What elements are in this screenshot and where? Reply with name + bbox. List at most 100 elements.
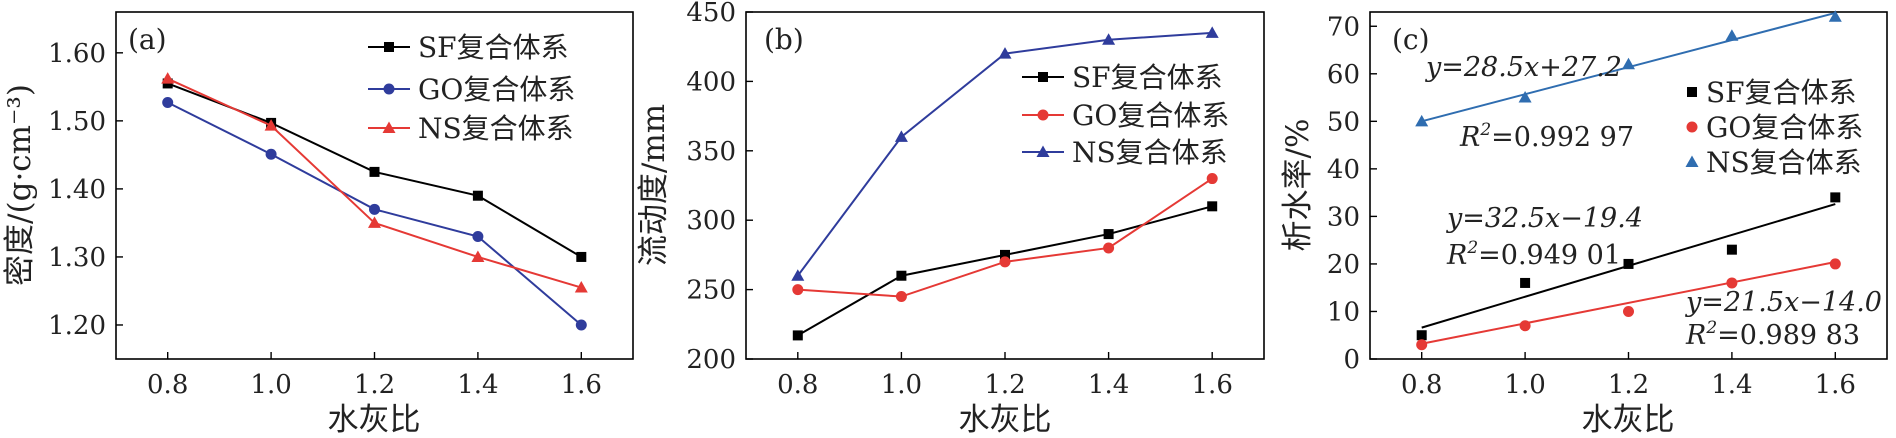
- data-point: [1623, 305, 1634, 317]
- x-tick-label: 1.6: [561, 370, 602, 400]
- fit-equation-ns: y=28.5x+27.2: [1425, 52, 1622, 83]
- data-point: [575, 319, 587, 331]
- y-tick-label: 10: [1327, 297, 1360, 327]
- data-point: [472, 190, 483, 201]
- density-chart-panel-a: 0.8 1.0 1.2 1.4 1.61.201.301.401.501.60 (a) …: [2, 11, 634, 438]
- y-tick-label: 70: [1327, 12, 1360, 42]
- x-tick-label: 1.0: [250, 370, 291, 400]
- x-axis-label: 水灰比: [328, 402, 421, 438]
- x-tick-label: 0.8: [777, 370, 818, 400]
- data-point: [791, 269, 805, 281]
- series-line: [797, 177, 1213, 298]
- data-point: [1518, 91, 1532, 103]
- svg-text:NS复合体系: NS复合体系: [1072, 136, 1228, 169]
- data-point: [1207, 201, 1218, 212]
- axis-ticks: 0.8 1.0 1.2 1.4 1.6 0 10 20 30 40 50 60 70: [1327, 12, 1856, 400]
- x-tick-label: 0.8: [147, 370, 188, 400]
- r-squared-go: R2=0.989 83: [1685, 318, 1860, 351]
- data-point: [1725, 29, 1739, 41]
- legend-entry: GO复合体系: [1022, 99, 1229, 132]
- data-point: [1519, 320, 1531, 332]
- axis-ticks: 0.8 1.0 1.2 1.4 1.6 200 250 300 350 400 450: [686, 0, 1233, 400]
- data-point: [1726, 244, 1737, 255]
- y-tick-label: 400: [686, 67, 736, 97]
- data-point: [471, 250, 485, 262]
- y-tick-label: 300: [686, 206, 736, 236]
- y-tick-label: 1.20: [48, 311, 106, 341]
- x-tick-label: 1.2: [984, 370, 1025, 400]
- legend-entry: SF复合体系: [368, 31, 569, 64]
- data-point: [1622, 57, 1635, 70]
- y-tick-label: 60: [1327, 60, 1360, 90]
- data-point: [1416, 339, 1428, 351]
- x-tick-label: 0.8: [1401, 370, 1442, 400]
- fit-equation-go: y=21.5x−14.0: [1685, 287, 1882, 318]
- data-point: [368, 216, 381, 228]
- fit-line: [1421, 261, 1836, 345]
- data-point: [369, 166, 380, 177]
- x-tick-label: 1.0: [881, 370, 922, 400]
- y-axis-label: 密度/(g·cm⁻³): [2, 84, 38, 286]
- legend-entry: GO复合体系: [368, 73, 575, 106]
- svg-text:SF复合体系: SF复合体系: [1072, 61, 1223, 94]
- legend-entry: SF复合体系: [1022, 61, 1223, 94]
- fluidity-chart-panel-b: 0.8 1.0 1.2 1.4 1.6 200 250 300 350 400 450 (b) 水灰…: [636, 0, 1265, 438]
- data-point: [265, 148, 277, 160]
- data-point: [1828, 10, 1842, 22]
- data-point: [895, 291, 907, 303]
- y-tick-label: 50: [1327, 107, 1360, 137]
- y-tick-label: 1.50: [48, 107, 106, 137]
- data-point: [472, 231, 484, 243]
- legend-entry: NS复合体系: [1685, 146, 1862, 179]
- y-tick-label: 20: [1327, 250, 1360, 280]
- y-tick-label: 40: [1327, 155, 1360, 185]
- r-squared-sf: R2=0.949 01: [1446, 238, 1621, 271]
- data-point: [1415, 114, 1429, 127]
- data-point: [999, 256, 1011, 268]
- legend-entry: SF复合体系: [1687, 76, 1857, 109]
- r-squared-ns: R2=0.992 97: [1459, 120, 1634, 153]
- series-line: [797, 205, 1213, 337]
- x-tick-label: 1.6: [1815, 370, 1856, 400]
- y-tick-label: 30: [1327, 202, 1360, 232]
- x-tick-label: 1.6: [1192, 370, 1233, 400]
- y-axis-label: 流动度/mm: [636, 104, 672, 266]
- svg-text:GO复合体系: GO复合体系: [1072, 99, 1229, 132]
- data-point: [369, 203, 380, 215]
- legend-entry: NS复合体系: [1022, 136, 1228, 169]
- data-point: [162, 96, 174, 108]
- series-line: [167, 77, 582, 289]
- x-tick-label: 1.4: [457, 370, 498, 400]
- x-tick-label: 1.2: [1608, 370, 1649, 400]
- data-point: [894, 130, 908, 142]
- y-tick-label: 200: [686, 345, 736, 375]
- fit-equation-sf: y=32.5x−19.4: [1446, 203, 1643, 234]
- panel-label: (a): [128, 23, 167, 56]
- series-layer: [1415, 10, 1842, 351]
- y-tick-label: 0: [1343, 345, 1360, 375]
- legend-entry: GO复合体系: [1686, 111, 1863, 144]
- svg-text:GO复合体系: GO复合体系: [418, 73, 575, 106]
- bleeding-chart-panel-c: 0.8 1.0 1.2 1.4 1.6 0 10 20 30 40 50 60 70 (c) 水灰比 析…: [1280, 10, 1888, 438]
- y-tick-label: 350: [686, 137, 736, 167]
- x-tick-label: 1.4: [1711, 370, 1752, 400]
- svg-text:SF复合体系: SF复合体系: [418, 31, 569, 64]
- series-layer: [161, 72, 588, 331]
- data-point: [1830, 192, 1841, 203]
- series-layer: [791, 26, 1219, 341]
- panel-label: (c): [1392, 23, 1430, 56]
- svg-text:NS复合体系: NS复合体系: [1706, 146, 1862, 179]
- legend: SF复合体系 GO复合体系 NS复合体系: [1022, 61, 1229, 169]
- data-point: [1206, 173, 1218, 185]
- data-point: [792, 330, 803, 341]
- data-point: [576, 251, 587, 262]
- data-point: [1102, 33, 1116, 45]
- svg-text:GO复合体系: GO复合体系: [1706, 111, 1863, 144]
- legend-entry: NS复合体系: [368, 112, 574, 145]
- x-axis-label: 水灰比: [1582, 402, 1675, 438]
- svg-text:SF复合体系: SF复合体系: [1706, 76, 1857, 109]
- y-tick-label: 1.30: [48, 243, 106, 273]
- data-point: [1829, 258, 1841, 270]
- data-point: [1103, 229, 1114, 240]
